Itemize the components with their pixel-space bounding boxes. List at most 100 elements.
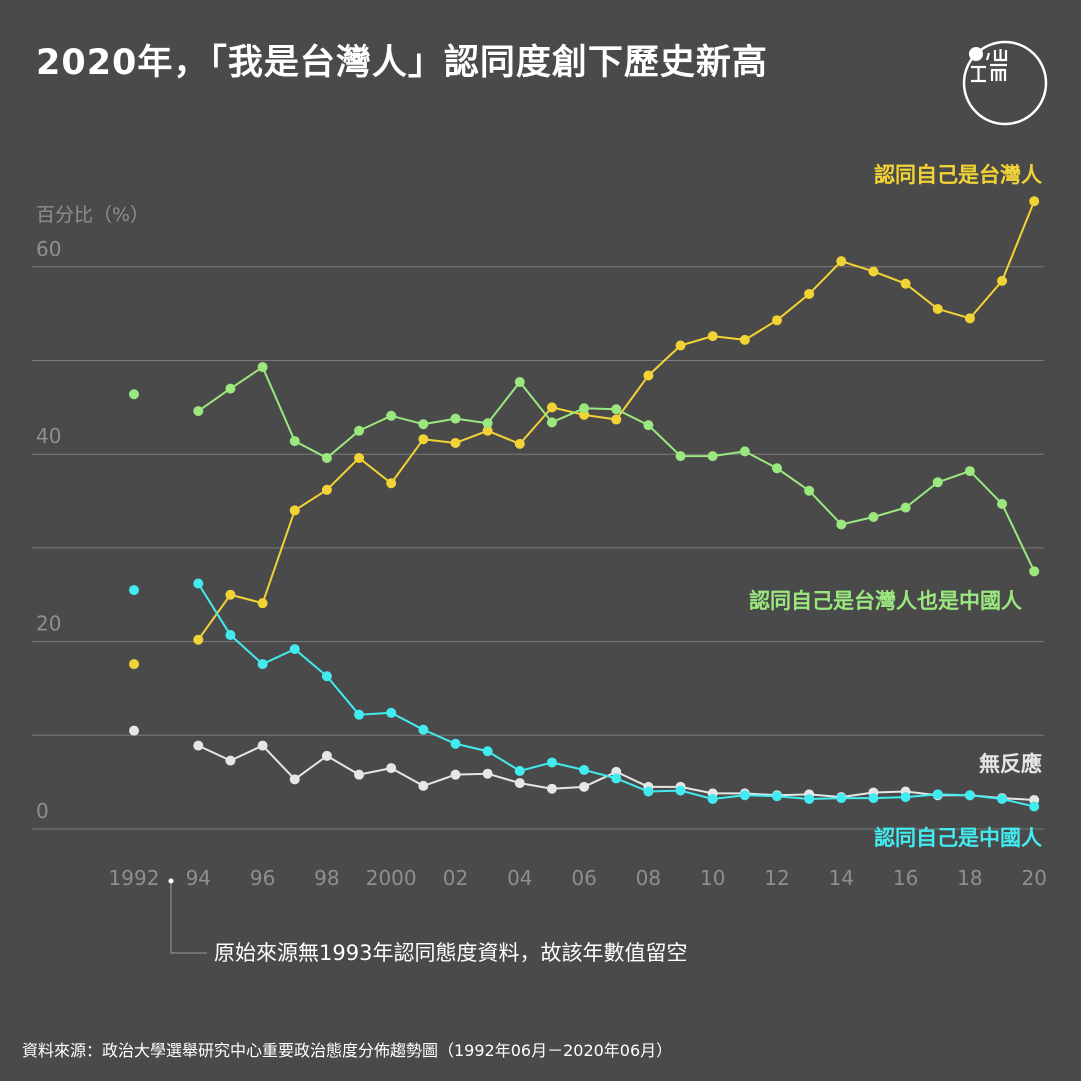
data-point-taiwanese	[257, 598, 268, 609]
data-point-taiwanese	[546, 402, 557, 413]
x-tick-label: 08	[636, 866, 661, 890]
data-point-chinese	[225, 630, 236, 641]
data-point-both	[321, 452, 332, 463]
data-point-chinese	[386, 707, 397, 718]
data-point-chinese	[997, 794, 1008, 805]
x-tick-label: 98	[314, 866, 339, 890]
data-point-nonresponse	[225, 755, 236, 766]
data-point-taiwanese	[772, 315, 782, 326]
data-point-chinese	[514, 765, 525, 776]
data-point-taiwanese	[707, 331, 718, 342]
data-point-nonresponse	[354, 769, 365, 780]
data-point-chinese	[193, 578, 204, 589]
data-point-nonresponse	[418, 780, 429, 791]
data-point-taiwanese	[514, 438, 525, 449]
data-point-chinese	[611, 773, 622, 784]
data-point-chinese	[546, 757, 557, 768]
x-tick-label: 20	[1021, 866, 1046, 890]
source-note: 資料來源：政治大學選舉研究中心重要政治態度分佈趨勢圖（1992年06月－2020…	[22, 1041, 673, 1060]
data-point-chinese	[482, 746, 493, 757]
data-point-both	[579, 403, 590, 414]
x-tick-label: 16	[893, 866, 918, 890]
data-point-both	[707, 451, 718, 462]
data-point-both	[193, 406, 204, 417]
y-tick-label: 40	[36, 424, 61, 448]
data-point-both	[964, 466, 975, 477]
data-point-taiwanese	[450, 437, 461, 448]
data-point-taiwanese	[739, 334, 750, 345]
data-point-chinese	[932, 789, 943, 800]
series-points	[129, 196, 1040, 812]
data-point-taiwanese	[386, 478, 397, 489]
data-point-taiwanese	[997, 275, 1008, 286]
data-point-taiwanese	[964, 313, 975, 324]
x-tick-label: 04	[507, 866, 532, 890]
y-axis-label: 百分比（%）	[36, 204, 149, 226]
initium-logo-icon	[962, 40, 1048, 126]
y-tick-label: 0	[36, 799, 49, 823]
data-point-both	[450, 413, 461, 424]
data-point-both	[739, 446, 750, 457]
data-point-taiwanese	[643, 370, 654, 381]
data-point-taiwanese	[900, 278, 911, 289]
data-point-taiwanese	[321, 484, 332, 495]
x-tick-label: 14	[829, 866, 854, 890]
data-point-chinese	[964, 790, 975, 801]
data-point-nonresponse	[482, 768, 493, 779]
chart-title: 2020年，「我是台灣人」認同度創下歷史新高	[36, 43, 768, 83]
series-label-both: 認同自己是台灣人也是中國人	[749, 589, 1022, 613]
data-point-chinese	[707, 794, 718, 805]
data-point-both	[129, 389, 139, 400]
data-point-chinese	[321, 671, 332, 682]
data-point-both	[546, 417, 557, 428]
data-point-taiwanese	[836, 256, 847, 267]
data-point-nonresponse	[514, 778, 525, 789]
data-point-nonresponse	[257, 740, 268, 751]
data-point-nonresponse	[386, 763, 397, 774]
y-tick-label: 60	[36, 237, 61, 261]
data-point-nonresponse	[579, 781, 590, 792]
data-point-taiwanese	[932, 303, 943, 314]
data-point-both	[900, 502, 911, 513]
x-tick-label: 1992	[109, 866, 160, 890]
data-point-chinese	[836, 793, 847, 804]
data-point-both	[772, 463, 782, 474]
data-point-chinese	[643, 786, 654, 797]
data-point-taiwanese	[804, 288, 815, 299]
series-label-nonresponse: 無反應	[979, 752, 1042, 776]
data-point-both	[1029, 566, 1040, 577]
data-point-taiwanese	[418, 434, 429, 445]
x-tick-label: 2000	[366, 866, 417, 890]
data-point-taiwanese	[611, 414, 622, 425]
data-point-both	[418, 419, 429, 430]
data-point-taiwanese	[129, 659, 139, 670]
data-point-both	[836, 519, 847, 530]
footnote-leader: 原始來源無1993年認同態度資料，故該年數值留空	[168, 878, 687, 965]
x-tick-label: 94	[186, 866, 211, 890]
data-point-both	[514, 377, 525, 388]
data-point-taiwanese	[289, 505, 300, 516]
data-point-taiwanese	[354, 452, 365, 463]
data-point-both	[868, 511, 879, 522]
x-tick-label: 02	[443, 866, 468, 890]
series-line-both	[197, 366, 1036, 572]
data-point-nonresponse	[321, 750, 332, 761]
x-tick-label: 10	[700, 866, 725, 890]
data-point-both	[289, 436, 300, 447]
series-label-chinese: 認同自己是中國人	[874, 826, 1042, 850]
data-point-both	[386, 410, 397, 421]
data-point-both	[611, 404, 622, 415]
data-point-taiwanese	[482, 425, 493, 436]
data-point-both	[675, 451, 686, 462]
data-point-both	[997, 498, 1008, 509]
data-point-nonresponse	[450, 769, 461, 780]
data-point-nonresponse	[129, 725, 139, 736]
footnote-text: 原始來源無1993年認同態度資料，故該年數值留空	[214, 941, 687, 965]
series-label-taiwanese: 認同自己是台灣人	[874, 163, 1042, 187]
x-tick-label: 12	[764, 866, 789, 890]
y-tick-label: 20	[36, 612, 61, 636]
data-point-both	[225, 383, 236, 394]
data-point-both	[804, 485, 815, 496]
